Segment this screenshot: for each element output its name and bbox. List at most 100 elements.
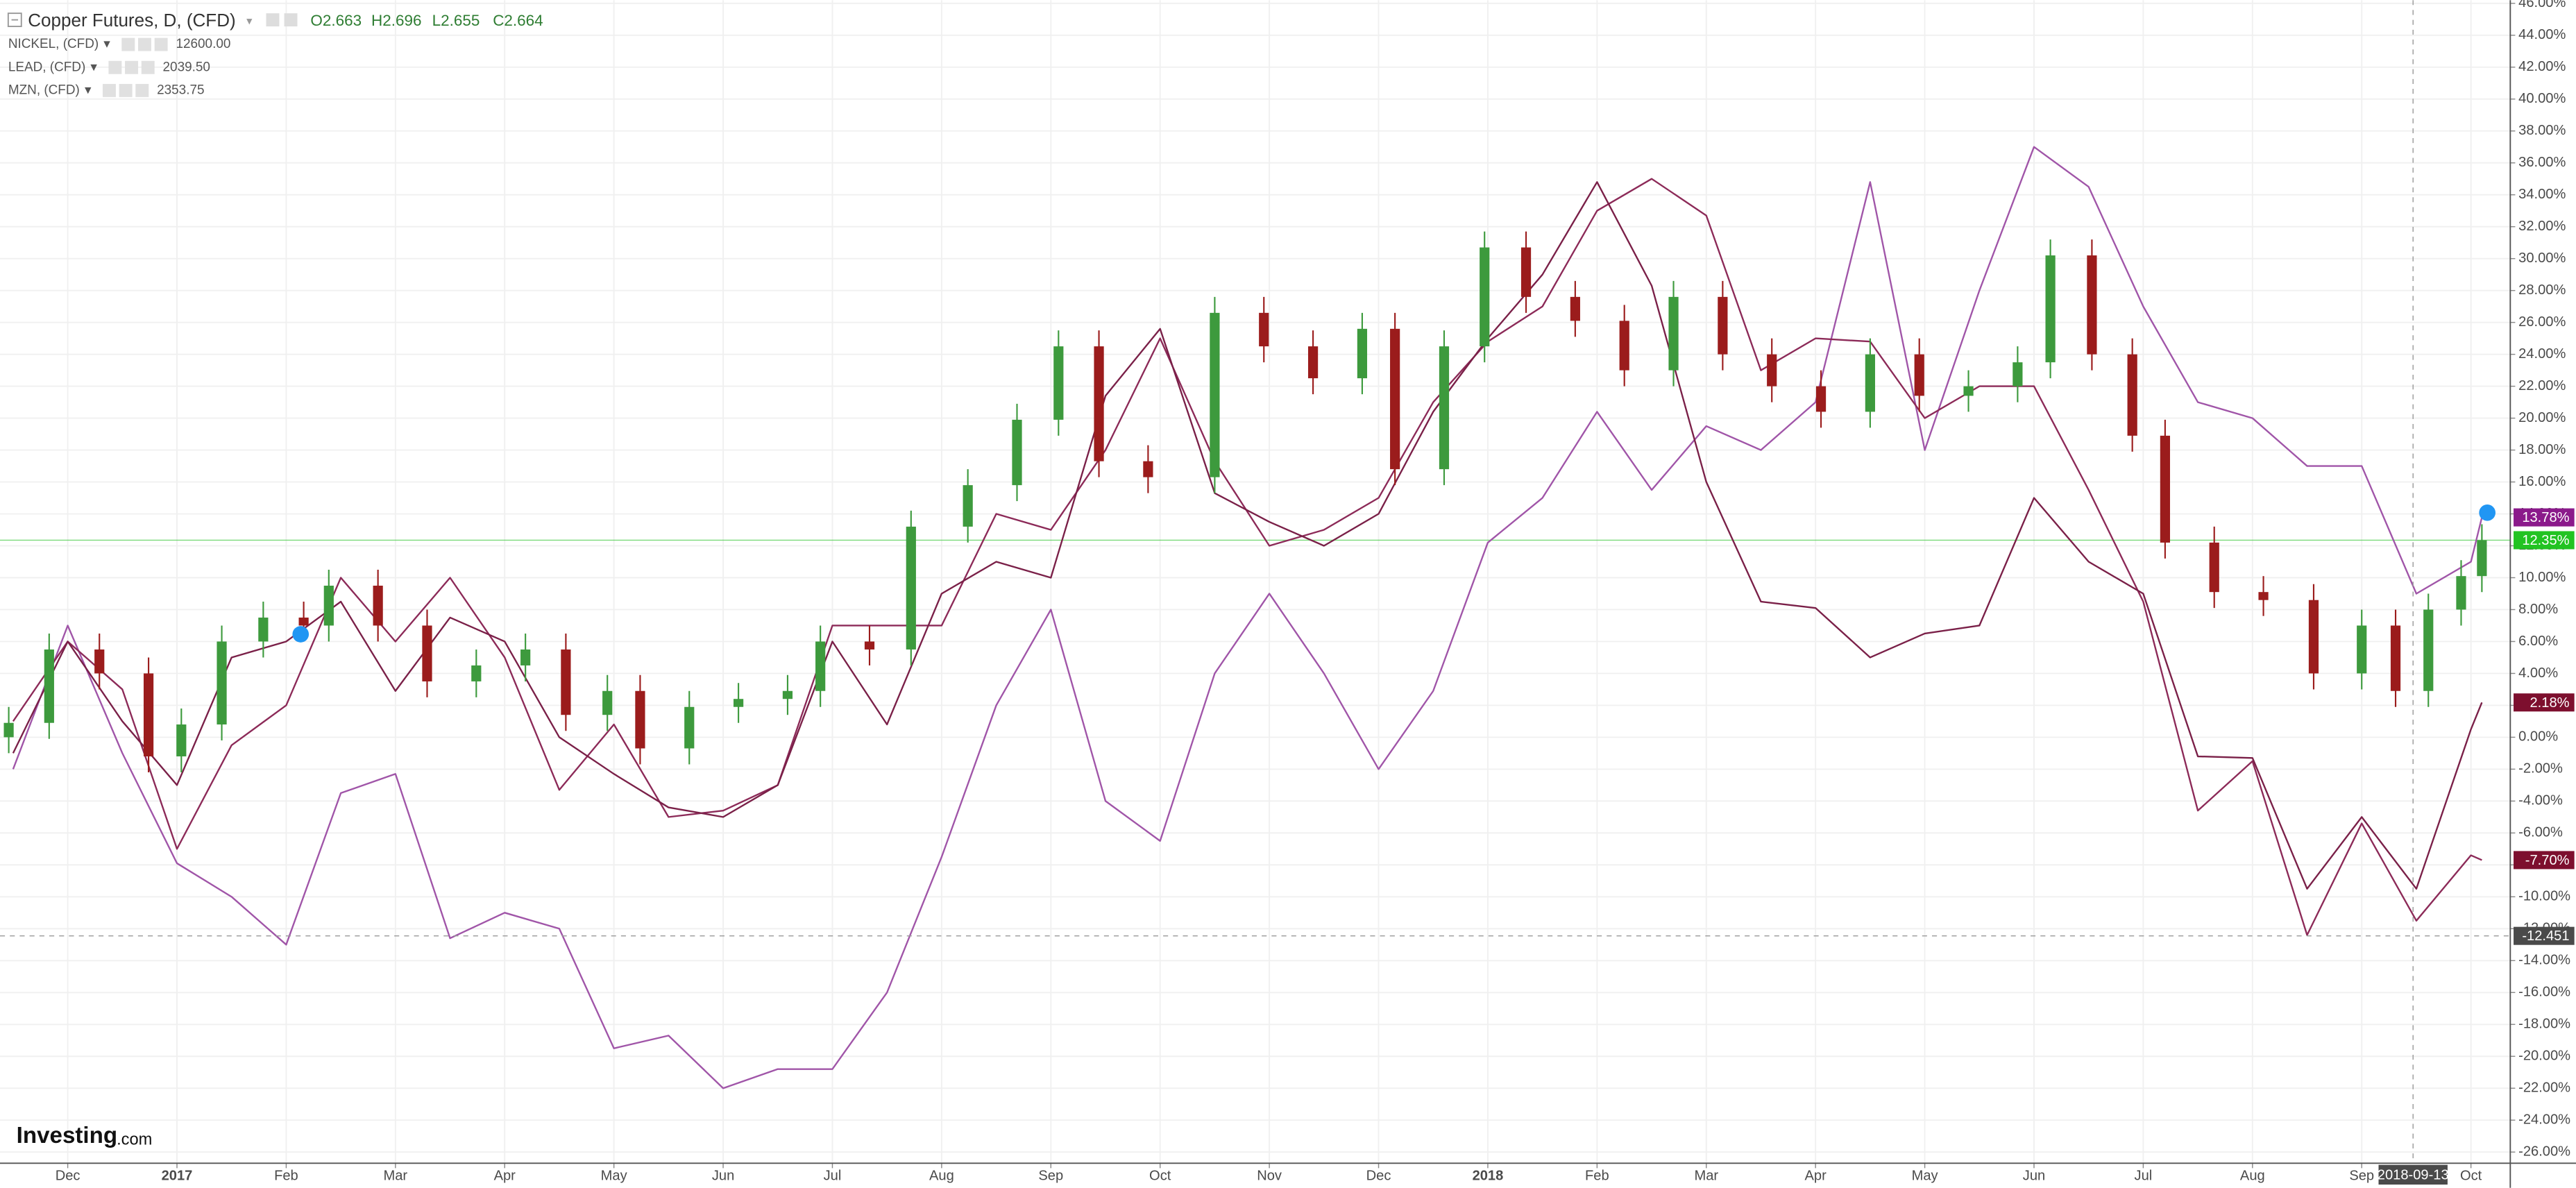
collapse-button[interactable]: [7, 12, 22, 28]
candle-body: [815, 641, 826, 691]
candle-body: [2127, 354, 2137, 436]
candle-body: [1914, 354, 1924, 396]
x-tick-label: Oct: [1149, 1169, 1171, 1184]
y-tick-label: -22.00%: [2518, 1080, 2570, 1096]
candle-body: [2258, 592, 2269, 600]
price-badge-label: -12.451: [2522, 928, 2569, 944]
x-tick-label: Apr: [494, 1169, 516, 1184]
close-button[interactable]: [284, 13, 298, 27]
price-badge-label: 2.18%: [2530, 695, 2569, 711]
x-tick-label: May: [601, 1169, 628, 1184]
candle-body: [94, 649, 105, 674]
y-tick-label: 4.00%: [2518, 665, 2558, 681]
ohlc-value: L2.655: [432, 12, 480, 29]
candle-body: [2209, 542, 2219, 593]
candle-body: [471, 665, 482, 681]
candle-body: [1259, 312, 1269, 347]
legend-button[interactable]: [108, 60, 122, 74]
y-tick-label: -20.00%: [2518, 1049, 2570, 1064]
price-badge: [2514, 508, 2575, 527]
candle-body: [217, 641, 227, 725]
candle-body: [2456, 576, 2466, 610]
candle-body: [864, 641, 875, 650]
y-tick-label: -24.00%: [2518, 1112, 2570, 1128]
watermark-suffix: .com: [117, 1130, 152, 1148]
ohlc-value: C2.664: [493, 12, 543, 29]
candle-body: [298, 617, 309, 626]
y-tick-label: -4.00%: [2518, 793, 2563, 808]
candle-body: [1767, 354, 1777, 387]
candle-body: [1815, 386, 1827, 412]
legend-dropdown[interactable]: ▾: [85, 83, 92, 97]
legend-button[interactable]: [138, 37, 151, 51]
price-badge-label: 12.35%: [2522, 533, 2569, 548]
x-tick-label: Mar: [1694, 1169, 1718, 1184]
alert-marker[interactable]: [292, 626, 310, 643]
candle-body: [373, 585, 383, 626]
candle-body: [1570, 296, 1580, 321]
legend-button[interactable]: [141, 60, 155, 74]
y-tick-label: -14.00%: [2518, 953, 2570, 968]
series-line: [12, 146, 2483, 1089]
legend-value: 2353.75: [157, 83, 204, 97]
candle-body: [1143, 461, 1153, 477]
y-tick-label: 38.00%: [2518, 123, 2566, 138]
ohlc-value: O2.663: [310, 12, 362, 29]
y-tick-label: 40.00%: [2518, 91, 2566, 106]
y-tick-label: 8.00%: [2518, 602, 2558, 617]
candle-body: [1439, 346, 1450, 470]
candle-body: [2045, 255, 2056, 363]
candle-body: [323, 585, 334, 626]
legend-button[interactable]: [125, 60, 139, 74]
legend-button[interactable]: [119, 83, 133, 97]
series-line: [12, 178, 2482, 936]
y-tick-label: 6.00%: [2518, 634, 2558, 649]
x-tick-label: 2017: [162, 1169, 193, 1184]
price-badge-label: 13.78%: [2522, 510, 2569, 525]
candle-body: [561, 649, 571, 715]
candle-body: [1053, 346, 1064, 420]
y-tick-label: -16.00%: [2518, 985, 2570, 1000]
candle-body: [1718, 296, 1728, 355]
y-tick-label: 34.00%: [2518, 187, 2566, 202]
legend-button[interactable]: [135, 83, 149, 97]
x-tick-label: Apr: [1805, 1169, 1827, 1184]
x-tick-label: Feb: [1585, 1169, 1609, 1184]
dropdown-icon[interactable]: ▾: [246, 14, 253, 27]
legend-value: 2039.50: [163, 60, 210, 74]
candle-body: [1619, 321, 1629, 371]
candle-body: [1012, 419, 1022, 486]
x-tick-label: Aug: [2240, 1169, 2265, 1184]
y-tick-label: 28.00%: [2518, 282, 2566, 298]
legend-button[interactable]: [102, 83, 116, 97]
watermark: Investing: [17, 1123, 117, 1148]
candle-body: [782, 690, 793, 699]
y-tick-label: 36.00%: [2518, 155, 2566, 170]
alert-marker[interactable]: [2479, 504, 2496, 521]
y-tick-label: -26.00%: [2518, 1144, 2570, 1160]
candle-body: [3, 722, 14, 738]
candle-body: [2012, 362, 2023, 387]
candle-body: [2087, 255, 2097, 355]
legend-dropdown[interactable]: ▾: [103, 37, 110, 51]
crosshair-x-badge: [2378, 1164, 2448, 1185]
y-tick-label: 46.00%: [2518, 0, 2566, 10]
y-tick-label: 18.00%: [2518, 442, 2566, 457]
legend-name: NICKEL, (CFD): [8, 37, 99, 51]
candle-body: [258, 617, 269, 642]
x-tick-label: Jul: [2135, 1169, 2153, 1184]
legend-button[interactable]: [121, 37, 135, 51]
candle-body: [1668, 296, 1679, 371]
x-tick-label: Oct: [2460, 1169, 2482, 1184]
legend-dropdown[interactable]: ▾: [90, 60, 97, 74]
settings-button[interactable]: [266, 13, 280, 27]
crosshair-x-label: 2018-09-13: [2378, 1167, 2449, 1182]
legend-button[interactable]: [154, 37, 168, 51]
x-tick-label: Nov: [1257, 1169, 1282, 1184]
candle-body: [1357, 328, 1368, 379]
candle-body: [1307, 346, 1319, 379]
candle-body: [1480, 247, 1490, 347]
legend-name: LEAD, (CFD): [8, 60, 85, 74]
